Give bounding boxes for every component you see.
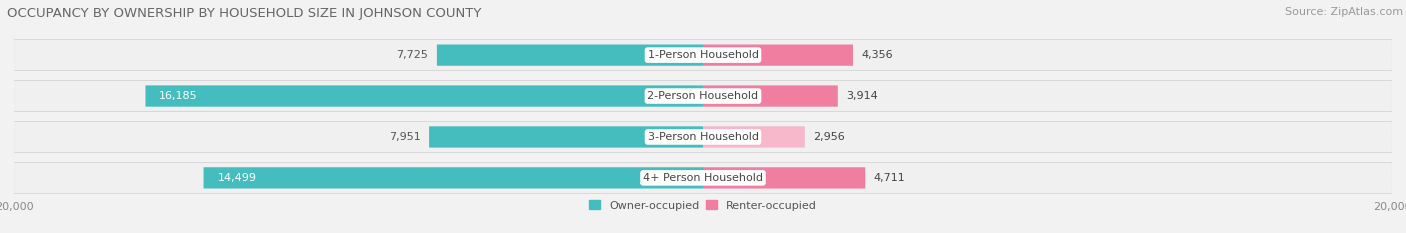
Text: OCCUPANCY BY OWNERSHIP BY HOUSEHOLD SIZE IN JOHNSON COUNTY: OCCUPANCY BY OWNERSHIP BY HOUSEHOLD SIZE… — [7, 7, 481, 20]
Text: 16,185: 16,185 — [159, 91, 198, 101]
FancyBboxPatch shape — [703, 45, 853, 66]
Text: 4+ Person Household: 4+ Person Household — [643, 173, 763, 183]
FancyBboxPatch shape — [14, 81, 1392, 111]
Text: 2-Person Household: 2-Person Household — [647, 91, 759, 101]
FancyBboxPatch shape — [703, 86, 838, 107]
Text: 4,356: 4,356 — [862, 50, 893, 60]
FancyBboxPatch shape — [204, 167, 703, 188]
FancyBboxPatch shape — [14, 163, 1392, 193]
Text: 4,711: 4,711 — [875, 173, 905, 183]
Legend: Owner-occupied, Renter-occupied: Owner-occupied, Renter-occupied — [585, 196, 821, 215]
Text: 3-Person Household: 3-Person Household — [648, 132, 758, 142]
FancyBboxPatch shape — [14, 121, 1392, 153]
Text: 14,499: 14,499 — [218, 173, 256, 183]
Text: 3,914: 3,914 — [846, 91, 879, 101]
FancyBboxPatch shape — [703, 167, 865, 188]
FancyBboxPatch shape — [145, 86, 703, 107]
FancyBboxPatch shape — [14, 39, 1392, 71]
Text: Source: ZipAtlas.com: Source: ZipAtlas.com — [1285, 7, 1403, 17]
FancyBboxPatch shape — [437, 45, 703, 66]
Text: 1-Person Household: 1-Person Household — [648, 50, 758, 60]
Text: 7,951: 7,951 — [388, 132, 420, 142]
FancyBboxPatch shape — [14, 40, 1392, 70]
FancyBboxPatch shape — [703, 126, 804, 147]
Text: 2,956: 2,956 — [814, 132, 845, 142]
FancyBboxPatch shape — [14, 80, 1392, 112]
FancyBboxPatch shape — [14, 122, 1392, 152]
FancyBboxPatch shape — [429, 126, 703, 147]
FancyBboxPatch shape — [14, 162, 1392, 194]
Text: 7,725: 7,725 — [396, 50, 429, 60]
